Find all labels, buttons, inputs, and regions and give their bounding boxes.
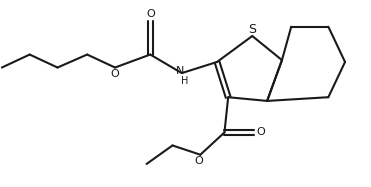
Text: O: O [146,10,155,19]
Text: H: H [181,76,188,86]
Text: S: S [248,23,256,36]
Text: N: N [176,66,184,76]
Text: O: O [110,69,119,79]
Text: O: O [256,128,265,137]
Text: O: O [194,156,203,166]
